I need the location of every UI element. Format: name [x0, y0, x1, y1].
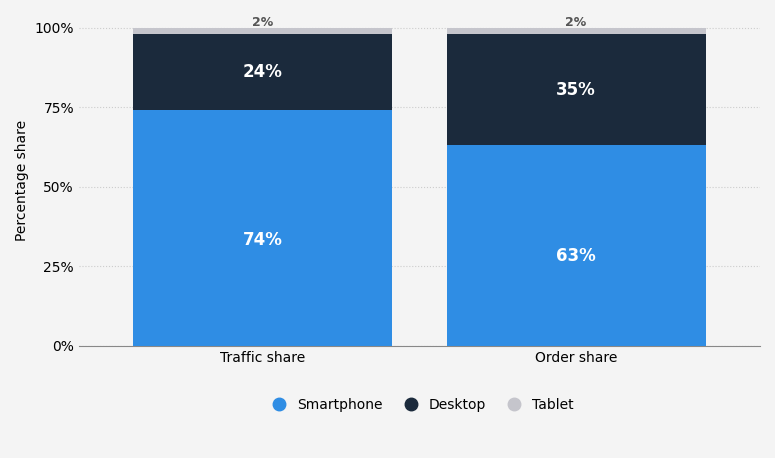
Text: 74%: 74% [243, 231, 283, 249]
Text: 24%: 24% [243, 63, 283, 81]
Text: 63%: 63% [556, 246, 596, 265]
Bar [133, 110, 392, 346]
Text: 35%: 35% [556, 81, 596, 99]
Bar [446, 34, 705, 145]
Bar [133, 28, 392, 34]
Bar [446, 145, 705, 346]
Text: 2%: 2% [252, 16, 274, 29]
Bar [133, 34, 392, 110]
Bar [446, 28, 705, 34]
Legend: Smartphone, Desktop, Tablet: Smartphone, Desktop, Tablet [260, 393, 579, 418]
Y-axis label: Percentage share: Percentage share [15, 120, 29, 241]
Text: 2%: 2% [566, 16, 587, 29]
